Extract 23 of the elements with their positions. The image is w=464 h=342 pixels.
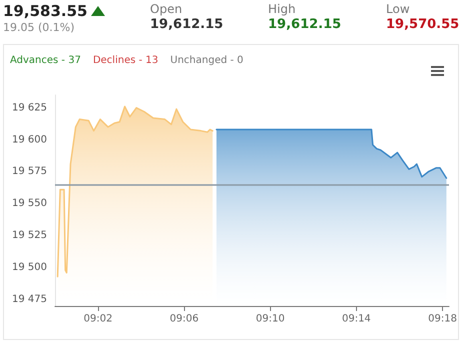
y-tick-label: 19 625 [12, 102, 47, 114]
text: Declines - 13 [92, 55, 158, 66]
x-tick-label: 09:06 [170, 314, 199, 324]
text: High [268, 2, 297, 16]
x-tick-label: 09:18 [428, 314, 457, 324]
x-tick-label: 09:14 [342, 314, 371, 324]
x-tick-label: 09:02 [84, 314, 112, 324]
y-tick-label: 19 575 [12, 166, 47, 178]
chart-subtitle: 19.05 (0.1%) [3, 21, 75, 34]
text: Advances - 37 [10, 55, 81, 66]
text: 19,570.55 [386, 17, 460, 32]
y-tick-label: 19 525 [12, 230, 47, 242]
y-tick-label: 19 550 [12, 198, 47, 210]
y-tick-label: 19 475 [12, 294, 47, 306]
chart-title: 19,583.55 [3, 2, 88, 20]
y-tick-label: 19 600 [12, 134, 47, 146]
text: Low [386, 2, 411, 16]
text: Open [150, 2, 184, 16]
y-tick-label: 19 500 [12, 262, 47, 274]
text: Unchanged - 0 [170, 55, 244, 66]
x-tick-label: 09:10 [256, 314, 285, 324]
text: 19,612.15 [150, 17, 224, 32]
text: 19,612.15 [268, 17, 342, 32]
